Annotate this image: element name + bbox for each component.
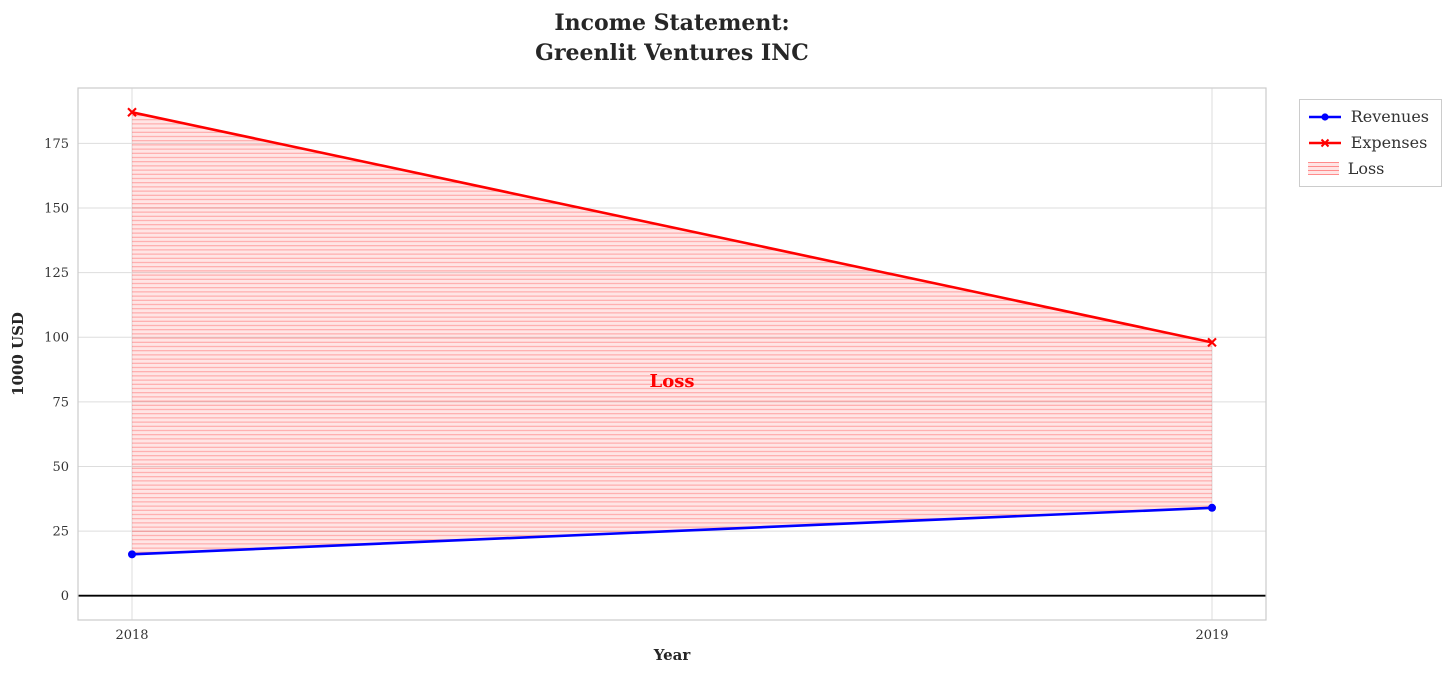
legend-label-revenues: Revenues bbox=[1350, 107, 1429, 126]
svg-text:2018: 2018 bbox=[115, 628, 148, 643]
legend-label-loss: Loss bbox=[1347, 159, 1385, 178]
svg-text:150: 150 bbox=[44, 201, 69, 216]
expenses-line-swatch bbox=[1308, 138, 1341, 147]
chart-title-line-2: Greenlit Ventures INC bbox=[535, 40, 809, 67]
svg-text:0: 0 bbox=[61, 589, 69, 604]
legend-item-expenses: Expenses bbox=[1308, 133, 1429, 152]
svg-text:75: 75 bbox=[52, 395, 69, 410]
legend-item-revenues: Revenues bbox=[1308, 107, 1429, 126]
chart-title: Income Statement: Greenlit Ventures INC bbox=[78, 8, 1266, 69]
legend: Revenues Expenses Loss bbox=[1298, 99, 1442, 187]
svg-text:175: 175 bbox=[44, 137, 69, 152]
svg-text:2019: 2019 bbox=[1195, 628, 1228, 643]
svg-text:125: 125 bbox=[44, 266, 69, 281]
loss-patch-swatch bbox=[1307, 162, 1339, 175]
legend-label-expenses: Expenses bbox=[1350, 133, 1428, 152]
legend-item-loss: Loss bbox=[1307, 159, 1429, 178]
svg-text:100: 100 bbox=[44, 331, 69, 346]
svg-text:Loss: Loss bbox=[650, 371, 695, 392]
revenues-line-swatch bbox=[1308, 112, 1341, 121]
x-axis-label: Year bbox=[653, 646, 691, 664]
chart-title-line-1: Income Statement: bbox=[554, 10, 790, 36]
svg-text:25: 25 bbox=[52, 525, 69, 540]
svg-text:50: 50 bbox=[52, 460, 69, 475]
